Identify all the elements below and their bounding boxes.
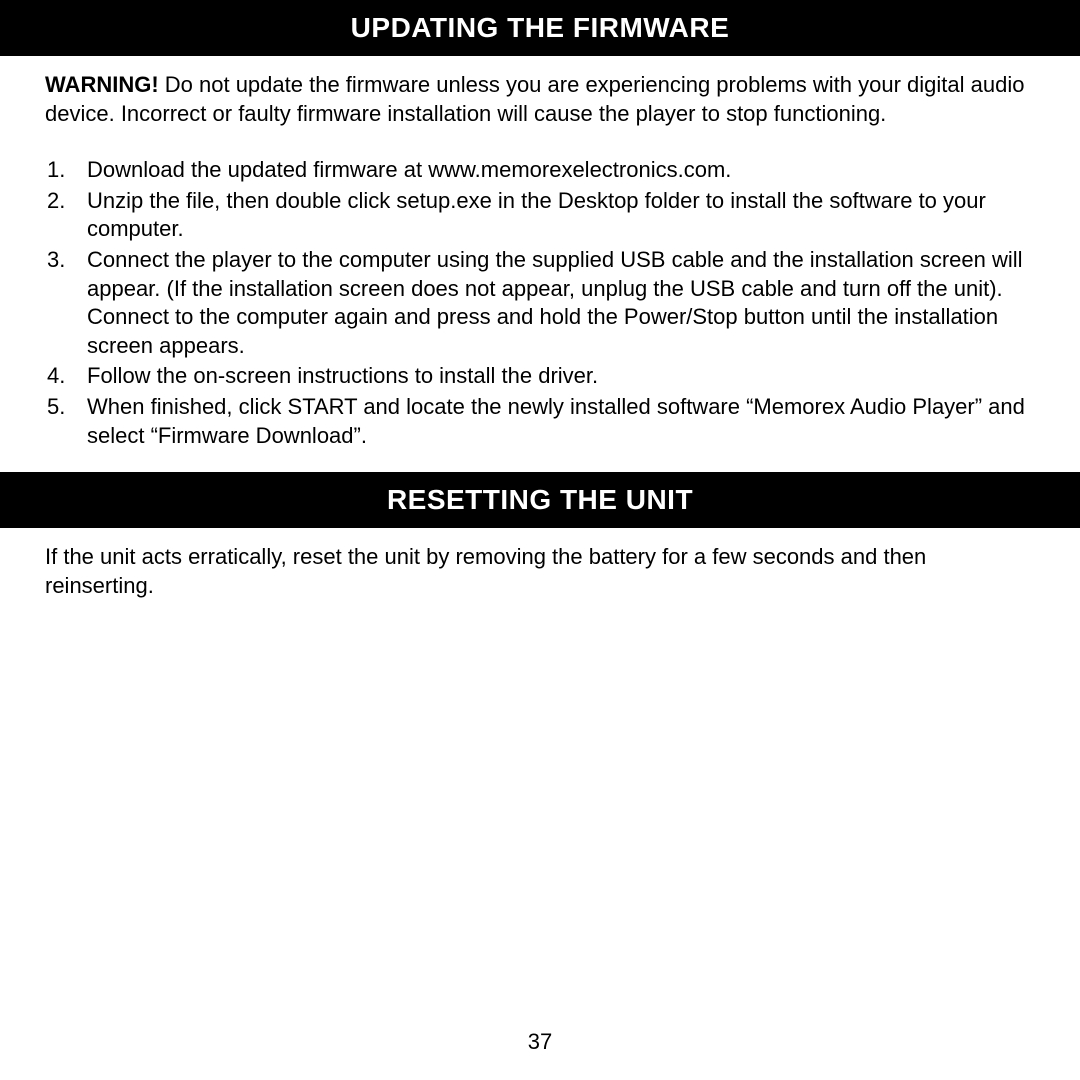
section-header-firmware: UPDATING THE FIRMWARE (0, 0, 1080, 56)
reset-content: If the unit acts erratically, reset the … (0, 528, 1080, 620)
step-item: Download the updated firmware at www.mem… (75, 156, 1035, 185)
step-item: When finished, click START and locate th… (75, 393, 1035, 450)
reset-paragraph: If the unit acts erratically, reset the … (45, 543, 1035, 600)
page-number: 37 (0, 1029, 1080, 1055)
step-item: Connect the player to the computer using… (75, 246, 1035, 360)
step-item: Unzip the file, then double click setup.… (75, 187, 1035, 244)
warning-label: WARNING! (45, 72, 159, 97)
warning-text: Do not update the firmware unless you ar… (45, 72, 1024, 126)
step-item: Follow the on-screen instructions to ins… (75, 362, 1035, 391)
warning-paragraph: WARNING! Do not update the firmware unle… (45, 71, 1035, 128)
firmware-content: WARNING! Do not update the firmware unle… (0, 56, 1080, 472)
firmware-steps: Download the updated firmware at www.mem… (45, 156, 1035, 450)
section-header-reset: RESETTING THE UNIT (0, 472, 1080, 528)
